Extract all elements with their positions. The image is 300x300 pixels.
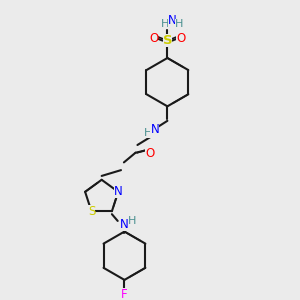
- Text: S: S: [88, 205, 95, 218]
- Text: N: N: [120, 218, 129, 231]
- Text: H: H: [128, 216, 136, 226]
- Text: N: N: [168, 14, 177, 27]
- Text: S: S: [163, 34, 172, 47]
- Text: O: O: [146, 147, 154, 160]
- Text: N: N: [151, 123, 159, 136]
- Text: N: N: [114, 185, 123, 198]
- Text: H: H: [161, 19, 170, 29]
- Text: H: H: [144, 128, 152, 138]
- Text: F: F: [121, 288, 128, 300]
- Text: O: O: [176, 32, 186, 45]
- Text: O: O: [149, 32, 158, 45]
- Text: H: H: [175, 19, 183, 29]
